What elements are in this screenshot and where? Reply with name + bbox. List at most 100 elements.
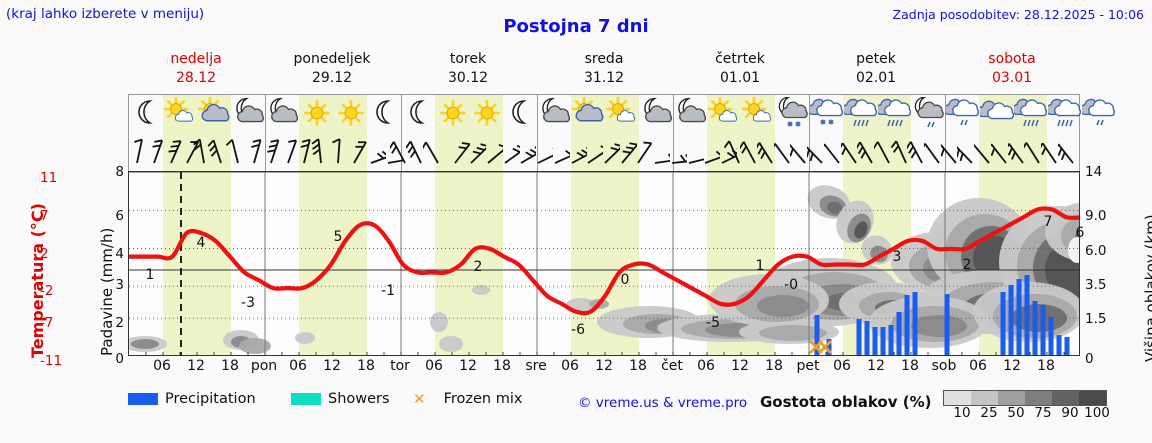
cloud-blob	[854, 221, 868, 239]
day-date: 02.01	[855, 70, 897, 86]
time-tick-12: 12	[459, 358, 477, 374]
time-tick-06: 06	[561, 358, 579, 374]
weather-icon-sun	[300, 97, 334, 131]
day-column-nedelja: nedelja 28.12	[128, 50, 264, 92]
weather-icon-sun-cloud-small	[163, 96, 198, 131]
cloud-height-axis-title: Višina oblakov (km)	[1122, 170, 1152, 365]
precipitation-tick-4: 2	[115, 315, 124, 331]
time-tick-12: 12	[867, 358, 885, 374]
daytime-band	[163, 172, 231, 355]
precipitation-swatch	[128, 393, 158, 405]
time-tick-pet: pet	[796, 358, 820, 374]
cloud-blob	[131, 339, 159, 349]
precipitation-axis-title: Padavine (mm/h)	[78, 170, 116, 360]
wind-barb	[189, 137, 219, 169]
weather-icon-cloud-rain	[841, 97, 878, 131]
cloud-density-step-50	[998, 391, 1025, 405]
cloud-height-tick-4: 1.5	[1085, 311, 1107, 327]
legend: Precipitation Showers ✕ Frozen mix © vre…	[128, 388, 1148, 422]
temperature-axis-title-text: Temperatura (°C)	[28, 203, 47, 358]
cloud-blob	[911, 315, 967, 337]
legend-label-precipitation: Precipitation	[165, 391, 256, 407]
cloud-height-tick-5: 0	[1085, 351, 1094, 367]
cloud-blob	[239, 338, 271, 354]
location-menu-hint[interactable]: (kraj lahko izberete v meniju)	[6, 6, 205, 22]
cloud-blob	[439, 336, 463, 352]
cloud-density-step-90	[1052, 391, 1079, 405]
wind-barb	[405, 137, 436, 169]
precipitation-tick-2: 4	[115, 246, 124, 262]
temperature-value-label: 2	[473, 259, 483, 275]
temperature-axis-title: Temperatura (°C)	[6, 170, 47, 360]
time-tick-06: 06	[697, 358, 715, 374]
copyright-link[interactable]: © vreme.us & vreme.pro	[578, 395, 748, 411]
time-tick-tor: tor	[390, 358, 410, 374]
weather-icon-moon-cloud-drizzle	[912, 96, 946, 131]
precipitation-bar-precipitation	[1032, 301, 1038, 355]
wind-barb	[306, 137, 336, 169]
weather-icon-sun-cloud-small	[707, 96, 742, 131]
wind-barb	[1021, 137, 1054, 169]
wind-barb	[872, 137, 904, 169]
day-date: 28.12	[175, 70, 217, 86]
cloud-density-step-75	[1025, 391, 1052, 405]
temperature-value-label: -5	[706, 315, 720, 331]
weather-icon-moon-cloud	[640, 97, 674, 131]
wind-barb	[607, 137, 638, 169]
wind-barb	[239, 137, 269, 169]
weather-icon-moon-cloud-snow	[776, 96, 810, 131]
weather-icon-moon-cloud	[538, 97, 572, 131]
temperature-tick-1: 7	[40, 208, 49, 224]
weather-icon-moon	[504, 97, 538, 131]
wind-barb	[421, 137, 453, 169]
cloud-blob	[430, 312, 448, 332]
weather-icon-moon-cloud	[674, 97, 708, 131]
temperature-value-label: 3	[892, 249, 902, 265]
day-name: nedelja	[170, 51, 222, 67]
weather-icon-sun-cloud	[571, 96, 606, 131]
day-name: sobota	[988, 51, 1036, 67]
weather-icon-moon	[402, 97, 436, 131]
precipitation-bar-precipitation	[872, 327, 878, 355]
cloud-hole	[1068, 237, 1079, 263]
day-column-petek: petek 02.01	[808, 50, 944, 92]
cloud-density-step-100	[1079, 391, 1106, 405]
cloud-blob	[472, 285, 490, 295]
day-separator	[537, 95, 538, 171]
wind-barb	[890, 137, 921, 169]
cloud-density-tick-100: 100	[1084, 405, 1110, 421]
time-tick-06: 06	[289, 358, 307, 374]
day-name: sreda	[584, 51, 624, 67]
wind-barb	[855, 137, 887, 169]
meteogram-plot	[128, 171, 1080, 356]
day-date: 29.12	[311, 70, 353, 86]
time-tick-18: 18	[765, 358, 783, 374]
temperature-value-label: 6	[1075, 225, 1085, 241]
weather-icon-moon	[130, 97, 164, 131]
cloud-height-tick-3: 3.5	[1085, 277, 1107, 293]
cloud-density-tick-10: 10	[953, 405, 971, 421]
time-tick-18: 18	[357, 358, 375, 374]
day-date: 01.01	[719, 70, 761, 86]
temperature-tick-3: -2	[40, 283, 54, 299]
day-date: 03.01	[991, 70, 1033, 86]
weather-icon-wind-panel	[128, 94, 1116, 172]
time-tick-06: 06	[153, 358, 171, 374]
precipitation-tick-3: 3	[115, 277, 124, 293]
precipitation-bar-precipitation	[1008, 285, 1014, 355]
day-column-sreda: sreda 31.12	[536, 50, 672, 92]
wind-barb	[273, 137, 303, 169]
precipitation-bar-precipitation	[1040, 305, 1046, 355]
precipitation-bar-precipitation	[912, 292, 918, 355]
wind-barb	[289, 137, 319, 169]
weather-icon-moon-cloud	[232, 97, 266, 131]
day-separator	[265, 95, 266, 171]
precipitation-bar-precipitation	[1064, 337, 1070, 355]
plot-canvas	[129, 172, 1079, 355]
weather-icon-sun-cloud-small	[741, 96, 776, 131]
time-tick-12: 12	[187, 358, 205, 374]
precipitation-bar-precipitation	[864, 321, 870, 355]
cloud-blob	[759, 325, 827, 341]
cloud-density-legend-title: Gostota oblakov (%)	[760, 393, 932, 411]
day-separator	[401, 95, 402, 171]
